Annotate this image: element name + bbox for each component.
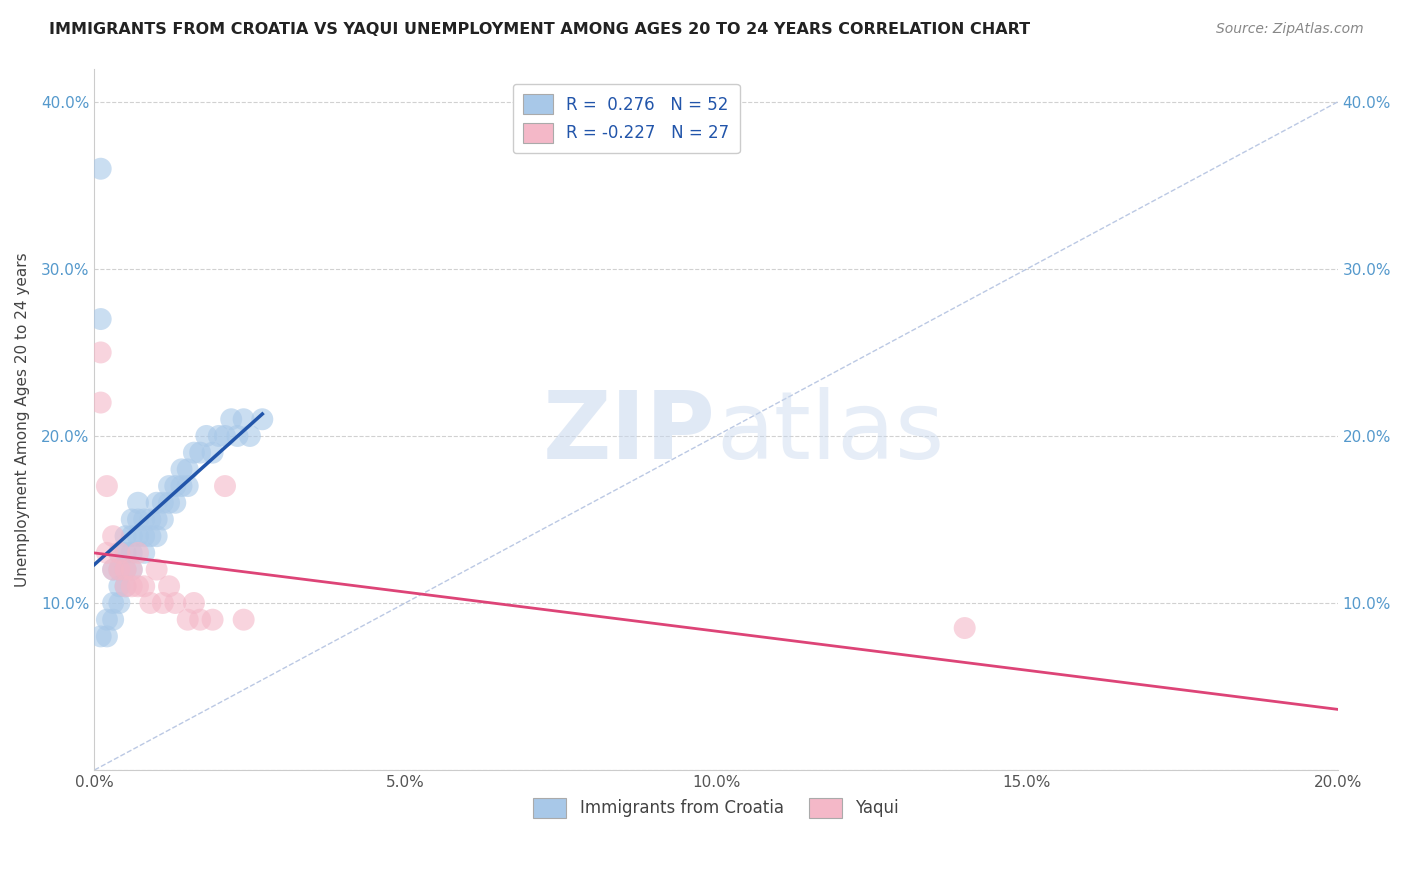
Point (127, 579, 149, 593)
Point (96, 629, 118, 643)
Point (121, 579, 143, 593)
Point (101, 563, 124, 577)
Point (101, 596, 124, 610)
Point (108, 579, 131, 593)
Point (152, 496, 174, 510)
Point (101, 563, 124, 577)
Point (139, 596, 162, 610)
Point (108, 563, 131, 577)
Point (145, 496, 167, 510)
Point (188, 445, 211, 459)
Point (90, 345, 112, 359)
Text: ZIP: ZIP (543, 387, 716, 479)
Point (170, 479, 193, 493)
Text: Source: ZipAtlas.com: Source: ZipAtlas.com (1216, 22, 1364, 37)
Point (134, 529, 156, 543)
Point (114, 563, 136, 577)
Point (101, 613, 124, 627)
Point (108, 563, 131, 577)
Point (183, 596, 205, 610)
Point (121, 546, 143, 560)
Point (219, 412, 242, 426)
Point (114, 529, 136, 543)
Point (139, 529, 162, 543)
Point (96, 546, 118, 560)
Point (170, 462, 193, 476)
Point (90, 395, 112, 409)
Point (114, 546, 136, 560)
Point (152, 596, 174, 610)
Point (183, 445, 205, 459)
Point (177, 613, 200, 627)
Point (121, 563, 143, 577)
Point (121, 563, 143, 577)
Y-axis label: Unemployment Among Ages 20 to 24 years: Unemployment Among Ages 20 to 24 years (15, 252, 30, 587)
Point (134, 512, 156, 526)
Point (114, 563, 136, 577)
Point (90, 312, 112, 326)
Legend: Immigrants from Croatia, Yaqui: Immigrants from Croatia, Yaqui (526, 791, 905, 825)
Point (145, 529, 167, 543)
Point (127, 529, 149, 543)
Point (108, 596, 131, 610)
Point (121, 512, 143, 526)
Point (114, 579, 136, 593)
Point (232, 412, 254, 426)
Point (145, 512, 167, 526)
Point (157, 579, 180, 593)
Point (134, 546, 156, 560)
Point (157, 479, 180, 493)
Point (127, 546, 149, 560)
Point (127, 496, 149, 510)
Point (188, 613, 211, 627)
Point (139, 512, 162, 526)
Point (145, 563, 167, 577)
Point (90, 629, 112, 643)
Point (134, 579, 156, 593)
Point (239, 429, 262, 443)
Point (195, 429, 218, 443)
Point (108, 546, 131, 560)
Point (232, 613, 254, 627)
Point (214, 479, 236, 493)
Point (96, 479, 118, 493)
Point (226, 429, 249, 443)
Point (201, 613, 224, 627)
Point (177, 479, 200, 493)
Point (208, 429, 231, 443)
Point (127, 512, 149, 526)
Point (90, 161, 112, 176)
Point (953, 621, 976, 635)
Text: atlas: atlas (716, 387, 945, 479)
Point (252, 412, 274, 426)
Point (165, 496, 187, 510)
Point (177, 462, 200, 476)
Text: IMMIGRANTS FROM CROATIA VS YAQUI UNEMPLOYMENT AMONG AGES 20 TO 24 YEARS CORRELAT: IMMIGRANTS FROM CROATIA VS YAQUI UNEMPLO… (49, 22, 1031, 37)
Point (157, 496, 180, 510)
Point (165, 479, 187, 493)
Point (201, 445, 224, 459)
Point (96, 613, 118, 627)
Point (165, 596, 187, 610)
Point (121, 529, 143, 543)
Point (214, 429, 236, 443)
Point (108, 546, 131, 560)
Point (101, 529, 124, 543)
Point (152, 512, 174, 526)
Point (114, 579, 136, 593)
